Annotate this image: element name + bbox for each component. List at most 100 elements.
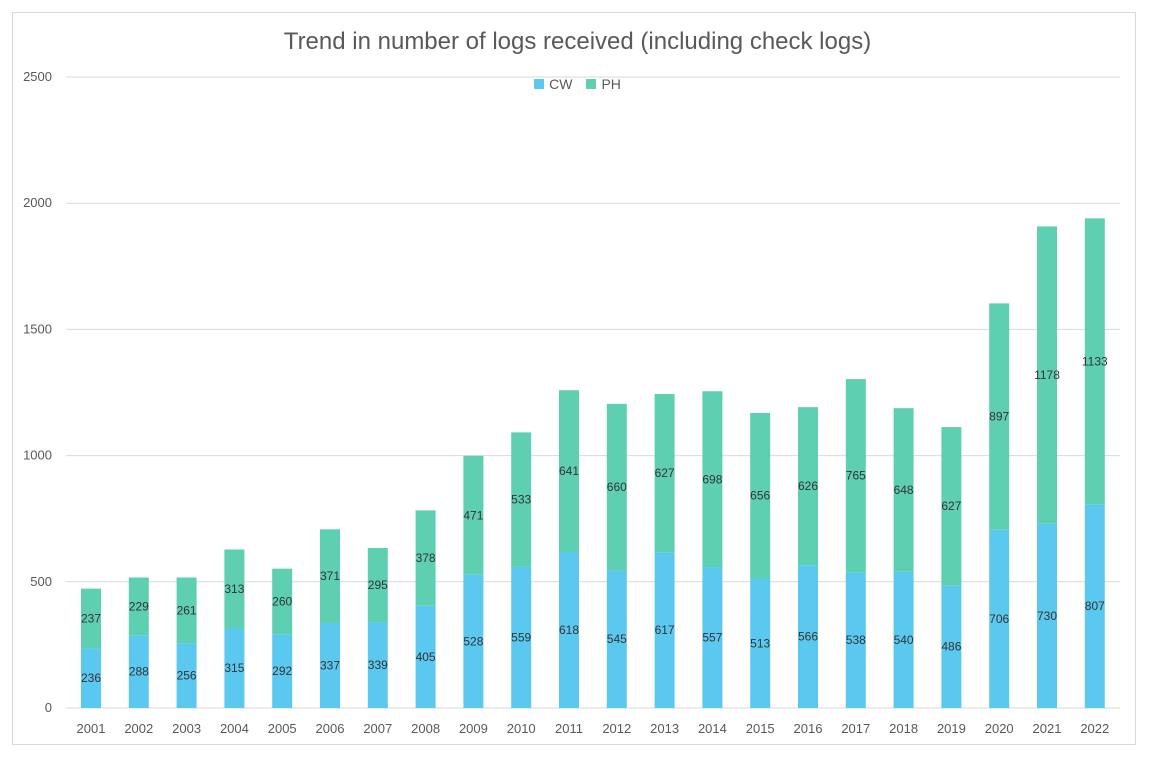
chart-title: Trend in number of logs received (includ… bbox=[283, 28, 872, 55]
y-tick-label: 2500 bbox=[23, 69, 52, 84]
bar-cw-2013 bbox=[654, 552, 675, 708]
y-tick-label: 1000 bbox=[23, 448, 52, 463]
bar-cw-2022 bbox=[1084, 504, 1105, 708]
x-tick-label-2009: 2009 bbox=[459, 721, 488, 736]
bar-cw-2011 bbox=[559, 552, 579, 708]
legend-label-ph: PH bbox=[601, 76, 621, 92]
bar-cw-2018 bbox=[893, 571, 914, 708]
bar-cw-2019 bbox=[941, 585, 962, 708]
data-label-cw-2020: 706 bbox=[989, 612, 1009, 626]
bar-ph-2006 bbox=[320, 529, 340, 623]
data-label-cw-2015: 513 bbox=[750, 636, 770, 650]
data-label-ph-2017: 765 bbox=[846, 469, 866, 483]
bar-ph-2013 bbox=[654, 394, 675, 553]
x-tick-label-2010: 2010 bbox=[507, 721, 536, 736]
data-label-cw-2022: 807 bbox=[1085, 599, 1105, 613]
data-label-ph-2006: 371 bbox=[320, 569, 340, 583]
bar-cw-2010 bbox=[511, 566, 532, 708]
data-label-ph-2020: 897 bbox=[989, 410, 1009, 424]
y-tick-label: 2000 bbox=[23, 195, 52, 210]
data-label-ph-2001: 237 bbox=[81, 612, 101, 626]
x-tick-label-2012: 2012 bbox=[602, 721, 631, 736]
bar-cw-2005 bbox=[272, 634, 293, 708]
data-label-cw-2010: 559 bbox=[511, 630, 531, 644]
bar-ph-2016 bbox=[798, 407, 818, 566]
x-tick-label-2022: 2022 bbox=[1080, 721, 1109, 736]
y-tick-label: 0 bbox=[45, 700, 52, 715]
data-label-ph-2007: 295 bbox=[368, 578, 388, 592]
bar-cw-2015 bbox=[750, 578, 771, 708]
x-tick-label-2001: 2001 bbox=[77, 721, 106, 736]
data-label-cw-2018: 540 bbox=[894, 633, 914, 647]
bar-ph-2020 bbox=[989, 303, 1010, 530]
chart-legend: CW PH bbox=[0, 76, 1155, 92]
x-tick-label-2002: 2002 bbox=[124, 721, 153, 736]
bar-cw-2020 bbox=[989, 529, 1010, 708]
x-tick-label-2019: 2019 bbox=[937, 721, 966, 736]
data-label-ph-2018: 648 bbox=[894, 483, 914, 497]
legend-item-cw: CW bbox=[534, 76, 572, 92]
bar-ph-2021 bbox=[1037, 226, 1057, 524]
bar-cw-2007 bbox=[367, 622, 388, 708]
data-label-ph-2019: 627 bbox=[941, 499, 961, 513]
x-tick-label-2018: 2018 bbox=[889, 721, 918, 736]
bar-cw-2012 bbox=[606, 570, 627, 708]
bar-cw-2004 bbox=[224, 628, 245, 708]
bar-cw-2002 bbox=[128, 635, 149, 708]
x-tick-label-2003: 2003 bbox=[172, 721, 201, 736]
bar-ph-2014 bbox=[702, 391, 723, 568]
data-label-ph-2002: 229 bbox=[129, 599, 149, 613]
data-label-cw-2007: 339 bbox=[368, 658, 388, 672]
data-label-ph-2012: 660 bbox=[607, 480, 627, 494]
bar-cw-2014 bbox=[702, 567, 723, 708]
bar-ph-2004 bbox=[224, 549, 245, 629]
bar-ph-2002 bbox=[128, 577, 149, 636]
data-label-cw-2019: 486 bbox=[941, 640, 961, 654]
data-label-ph-2014: 698 bbox=[702, 472, 722, 486]
data-label-ph-2004: 313 bbox=[224, 582, 244, 596]
data-label-cw-2005: 292 bbox=[272, 664, 292, 678]
y-tick-label: 1500 bbox=[23, 321, 52, 336]
bar-cw-2021 bbox=[1037, 523, 1057, 708]
data-label-cw-2012: 545 bbox=[607, 632, 627, 646]
bar-cw-2009 bbox=[463, 574, 484, 708]
data-label-cw-2013: 617 bbox=[655, 623, 675, 637]
bar-cw-2006 bbox=[320, 622, 340, 708]
data-label-ph-2005: 260 bbox=[272, 594, 292, 608]
bar-ph-2001 bbox=[81, 588, 101, 649]
legend-swatch-cw bbox=[534, 79, 545, 89]
bar-ph-2012 bbox=[606, 403, 627, 571]
data-label-ph-2010: 533 bbox=[511, 493, 531, 507]
data-label-ph-2008: 378 bbox=[416, 551, 436, 565]
bar-cw-2017 bbox=[845, 572, 866, 708]
data-label-cw-2002: 288 bbox=[129, 665, 149, 679]
data-label-cw-2004: 315 bbox=[224, 661, 244, 675]
data-label-cw-2016: 566 bbox=[798, 630, 818, 644]
bar-ph-2011 bbox=[559, 390, 579, 553]
bar-ph-2008 bbox=[415, 510, 436, 606]
legend-label-cw: CW bbox=[549, 76, 573, 92]
x-tick-label-2013: 2013 bbox=[650, 721, 679, 736]
legend-item-ph: PH bbox=[586, 76, 621, 92]
bar-ph-2010 bbox=[511, 432, 532, 567]
bar-ph-2022 bbox=[1084, 218, 1105, 505]
x-tick-label-2004: 2004 bbox=[220, 721, 249, 736]
data-label-cw-2001: 236 bbox=[81, 671, 101, 685]
bar-ph-2009 bbox=[463, 455, 484, 575]
data-label-ph-2009: 471 bbox=[463, 508, 483, 522]
x-tick-label-2016: 2016 bbox=[794, 721, 823, 736]
x-tick-label-2006: 2006 bbox=[316, 721, 345, 736]
data-label-cw-2003: 256 bbox=[177, 669, 197, 683]
x-tick-label-2021: 2021 bbox=[1033, 721, 1062, 736]
bar-ph-2003 bbox=[176, 577, 197, 644]
bar-cw-2008 bbox=[415, 605, 436, 708]
y-tick-label: 500 bbox=[30, 574, 52, 589]
x-tick-label-2008: 2008 bbox=[411, 721, 440, 736]
bar-ph-2007 bbox=[367, 547, 388, 623]
data-label-cw-2008: 405 bbox=[416, 650, 436, 664]
bar-ph-2015 bbox=[750, 412, 771, 579]
data-label-ph-2013: 627 bbox=[655, 466, 675, 480]
x-tick-label-2011: 2011 bbox=[555, 721, 583, 736]
bar-ph-2019 bbox=[941, 427, 962, 586]
